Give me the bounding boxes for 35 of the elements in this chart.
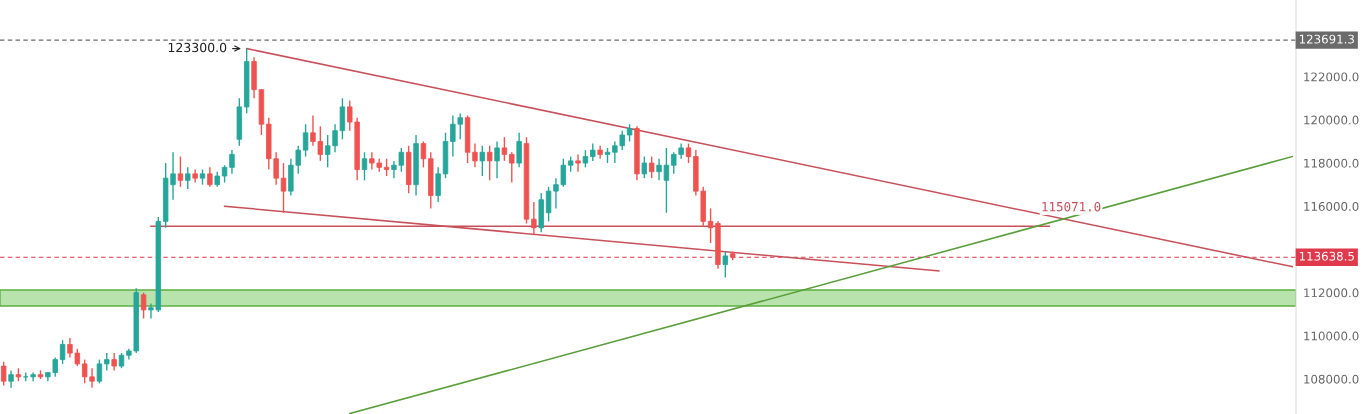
y-tick-label: 120000.0 [1304, 115, 1359, 125]
candlestick [575, 153, 581, 173]
annotation: 123300.0 [168, 42, 227, 53]
candlestick [177, 155, 184, 188]
candlestick [302, 123, 309, 158]
candlestick [0, 361, 7, 387]
candlestick [501, 136, 508, 162]
y-tick-label: 118000.0 [1304, 158, 1359, 168]
candlestick [516, 132, 522, 169]
candlestick [96, 358, 103, 385]
candlestick [685, 142, 692, 164]
y-tick-label: 112000.0 [1304, 288, 1359, 298]
candlestick [479, 145, 486, 177]
ref-line-label: 113638.5 [1299, 251, 1354, 261]
ref-line-label: 123691.3 [1299, 34, 1354, 44]
candlestick [486, 145, 493, 182]
candlestick [722, 250, 729, 279]
candlestick [207, 166, 213, 188]
y-tick-label: 122000.0 [1304, 72, 1359, 82]
candlestick [531, 201, 537, 236]
candlestick [361, 151, 368, 182]
candlestick [641, 155, 648, 179]
candlestick [59, 339, 66, 365]
candlestick [435, 166, 441, 203]
candlestick [420, 140, 427, 169]
series-label: 115071.0 [1042, 201, 1101, 212]
candlestick [185, 166, 191, 190]
y-tick-label: 108000.0 [1304, 374, 1359, 384]
y-tick-label: 110000.0 [1304, 331, 1359, 341]
y-tick-label: 116000.0 [1304, 201, 1359, 211]
candlestick [494, 140, 500, 179]
candlestick [648, 155, 655, 179]
candlestick [509, 151, 515, 184]
candlestick [280, 162, 287, 214]
candlestick [140, 291, 147, 320]
